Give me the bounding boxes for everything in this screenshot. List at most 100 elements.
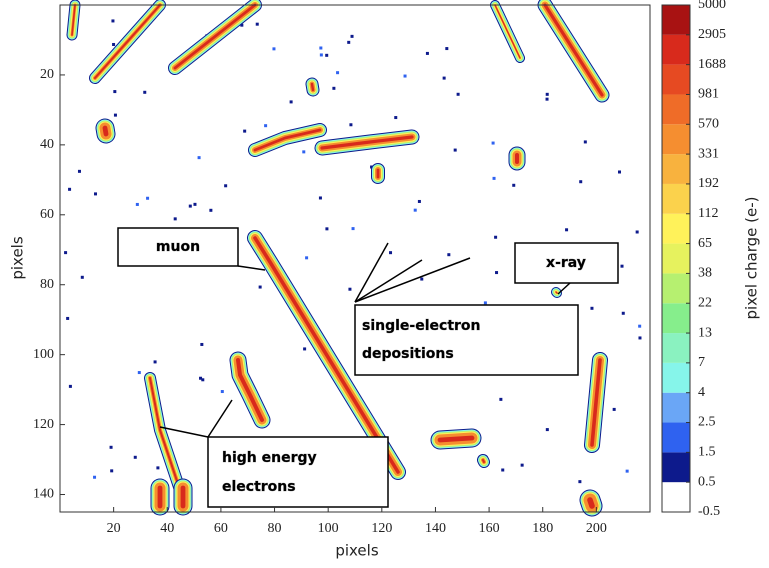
speck: [413, 208, 417, 212]
speck: [243, 129, 247, 133]
speck: [199, 376, 203, 380]
speck: [447, 253, 451, 257]
speck: [590, 306, 594, 310]
image-tracks: [64, 0, 642, 517]
x-tick-label: 20: [107, 521, 121, 536]
speck: [456, 92, 460, 96]
colorbar-tick-label: 981: [698, 87, 719, 102]
speck: [638, 324, 642, 328]
colorbar-label: pixel charge (e-): [743, 197, 761, 320]
track: [94, 4, 161, 79]
speck: [565, 228, 569, 232]
annotation: high energy: [222, 450, 317, 466]
x-tick-label: 100: [318, 521, 339, 536]
speck: [224, 184, 228, 188]
colorbar-tick-label: 1.5: [698, 445, 716, 460]
speck: [389, 251, 393, 255]
x-tick-label: 60: [214, 521, 228, 536]
colorbar-tick-label: 65: [698, 236, 712, 251]
annotation: x-ray: [546, 255, 586, 271]
track: [437, 435, 475, 443]
annotation: depositions: [362, 346, 454, 362]
colorbar-bin: [662, 482, 690, 512]
colorbar-tick-label: 5000: [698, 0, 726, 12]
speck: [499, 397, 503, 401]
annotation-box: [117, 227, 239, 267]
track: [71, 4, 76, 36]
speck: [442, 76, 446, 80]
speck: [93, 475, 97, 479]
colorbar-tick-label: 22: [698, 295, 712, 310]
y-tick-label: 20: [40, 67, 54, 82]
speck: [545, 92, 549, 96]
x-tick-label: 120: [371, 521, 392, 536]
colorbar-tick-label: 2.5: [698, 415, 716, 430]
speck: [350, 34, 354, 38]
speck: [156, 466, 160, 470]
colorbar-tick-label: 192: [698, 176, 719, 191]
callout: [354, 259, 423, 303]
y-axis-label: pixels: [9, 236, 27, 280]
colorbar-tick-label: 13: [698, 325, 712, 340]
speck: [319, 53, 323, 57]
speck: [197, 156, 201, 160]
annotation-box: [354, 304, 579, 376]
colorbar-bin: [662, 392, 690, 423]
speck: [495, 271, 499, 275]
colorbar-bin: [662, 422, 690, 453]
speck: [349, 123, 353, 127]
speck: [583, 140, 587, 144]
x-tick-label: 180: [532, 521, 553, 536]
speck: [153, 360, 157, 364]
speck: [420, 277, 424, 281]
speck: [289, 100, 293, 104]
speck: [146, 196, 150, 200]
speck: [143, 90, 147, 94]
annotation-box: [207, 436, 389, 508]
speck: [351, 227, 355, 231]
speck: [578, 480, 582, 484]
y-tick-label: 140: [33, 487, 54, 502]
track: [149, 377, 186, 506]
callout: [354, 257, 471, 303]
speck: [618, 170, 622, 174]
speck: [635, 230, 639, 234]
speck: [579, 180, 583, 184]
callout: [159, 426, 209, 438]
speck: [520, 463, 524, 467]
track: [320, 135, 414, 150]
callout: [557, 282, 571, 295]
speck: [68, 187, 72, 191]
speck: [305, 256, 309, 260]
colorbar-frame: [661, 4, 691, 513]
colorbar-bin: [662, 183, 690, 214]
y-tick-label: 80: [40, 277, 54, 292]
annotation-box: [514, 242, 619, 284]
colorbar-tick-label: 331: [698, 146, 719, 161]
speck: [425, 51, 429, 55]
colorbar-bin: [662, 273, 690, 304]
track: [236, 358, 264, 422]
colorbar-tick-label: 4: [698, 385, 705, 400]
track: [310, 82, 315, 92]
speck: [66, 316, 70, 320]
speck: [200, 342, 204, 346]
colorbar-bin: [662, 362, 690, 393]
callout: [207, 399, 233, 438]
colorbar-bin: [662, 124, 690, 155]
colorbar-tick-label: 2905: [698, 27, 726, 42]
speck: [347, 40, 351, 44]
colorbar-tick-label: 0.5: [698, 474, 716, 489]
speck: [302, 150, 306, 154]
speck: [417, 199, 421, 203]
speck: [111, 19, 115, 23]
speck: [453, 148, 457, 152]
colorbar-tick-label: -0.5: [698, 504, 720, 519]
speck: [612, 407, 616, 411]
speck: [491, 141, 495, 145]
annotations: [117, 227, 619, 508]
colorbar-bin: [662, 213, 690, 244]
colorbar-tick-label: 112: [698, 206, 718, 221]
speck: [188, 204, 192, 208]
speck: [240, 23, 244, 27]
